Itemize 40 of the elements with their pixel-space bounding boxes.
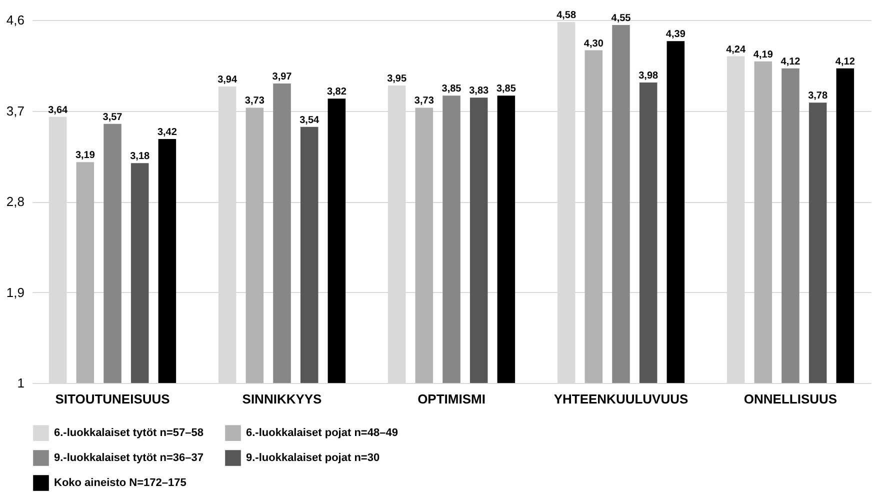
- y-tick-label: 1,9: [6, 284, 24, 300]
- data-label: 3,78: [808, 90, 828, 102]
- data-label: 3,83: [469, 86, 490, 97]
- data-label: 4,39: [666, 29, 686, 40]
- legend-label: 9.-luokkalaiset tytöt n=36–37: [54, 452, 204, 464]
- data-label: 3,97: [272, 72, 292, 83]
- data-label: 3,19: [75, 150, 96, 162]
- data-label: 3,94: [218, 74, 238, 86]
- data-label: 4,19: [753, 49, 774, 60]
- legend-label: 6.-luokkalaiset pojat n=48–49: [246, 427, 398, 440]
- legend-label: Koko aineisto N=172–175: [54, 477, 186, 489]
- data-label: 3,98: [638, 70, 658, 82]
- y-tick-label: 4,6: [6, 12, 24, 28]
- y-tick-label: 3,7: [6, 103, 24, 118]
- x-tick-label: YHTEENKUULUVUUS: [554, 392, 688, 406]
- legend-label: 6.-luokkalaiset tytöt n=57–58: [54, 427, 204, 440]
- x-tick-label: SITOUTUNEISUUS: [55, 392, 170, 406]
- data-label: 3,73: [414, 96, 434, 107]
- data-label: 4,12: [835, 56, 856, 68]
- data-label: 3,57: [102, 112, 123, 123]
- x-tick-label: ONNELLISUUS: [744, 392, 838, 406]
- data-label: 3,64: [48, 104, 68, 116]
- data-label: 3,82: [326, 86, 347, 98]
- data-label: 3,42: [157, 126, 178, 138]
- data-label: 3,73: [244, 96, 265, 107]
- data-label: 3,18: [130, 151, 150, 162]
- data-label: 3,95: [387, 74, 407, 85]
- data-label: 4,55: [611, 13, 632, 24]
- x-tick-label: OPTIMISMI: [418, 392, 486, 406]
- data-label: 3,54: [300, 114, 320, 126]
- data-label: 4,58: [556, 10, 576, 22]
- x-tick-label: SINNIKKYYS: [242, 392, 322, 406]
- legend-label: 9.-luokkalaiset pojat n=30: [246, 452, 380, 464]
- data-label: 4,12: [780, 56, 801, 68]
- data-label: 3,85: [442, 84, 462, 95]
- data-label: 4,24: [726, 44, 746, 56]
- data-label: 3,85: [496, 84, 516, 95]
- data-label: 4,30: [584, 38, 604, 50]
- y-tick-label: 2,8: [6, 194, 24, 209]
- y-tick-label: 1: [17, 376, 24, 390]
